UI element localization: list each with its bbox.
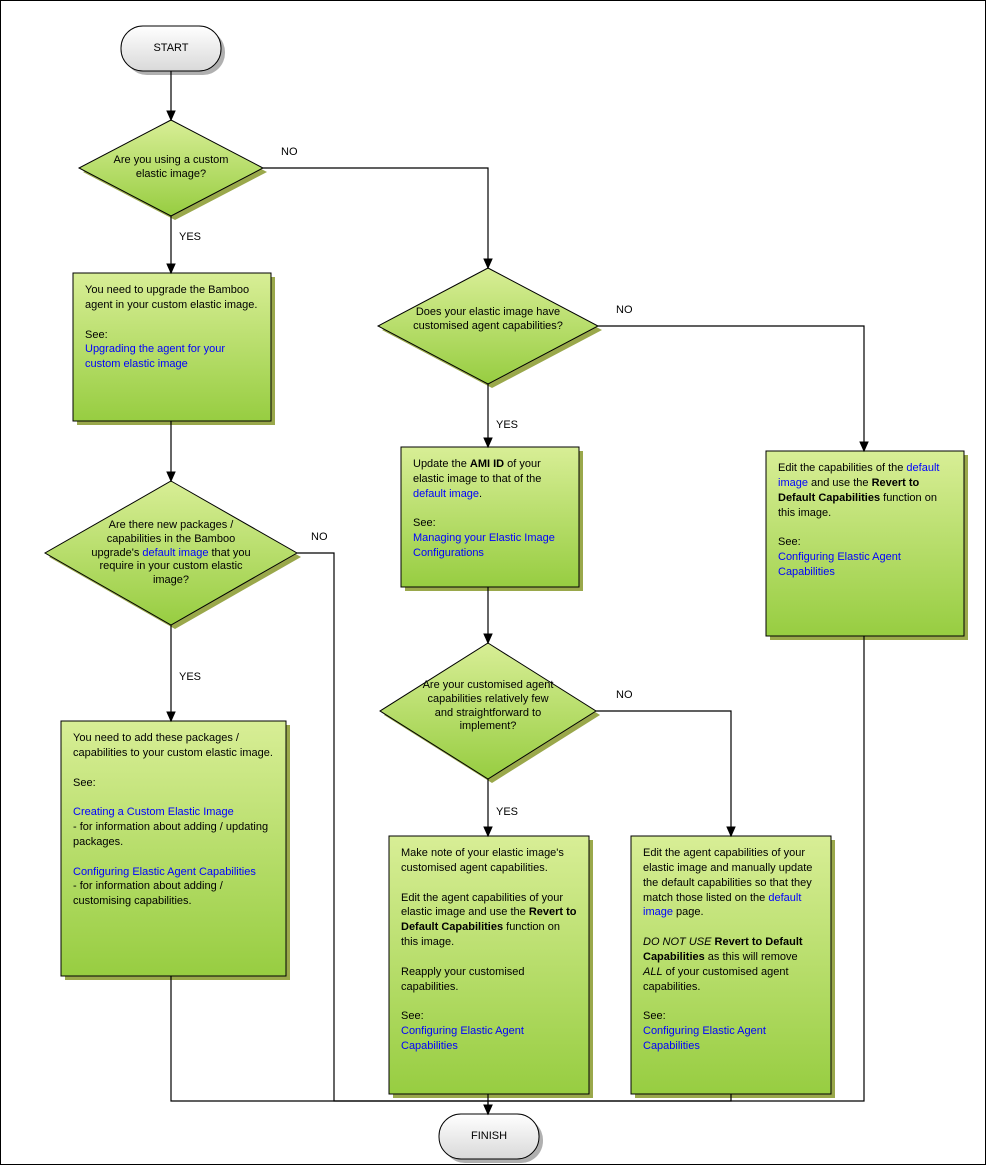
- label-d4-yes: YES: [496, 806, 518, 818]
- decision-customised-caps: Does your elastic image have customised …: [413, 306, 563, 334]
- label-d2-no: NO: [311, 531, 328, 543]
- process-update-ami: Update the AMI ID of your elastic image …: [401, 447, 579, 587]
- decision-custom-image: Are you using a custom elastic image?: [109, 154, 233, 182]
- decision-few-caps: Are your customised agent capabilities r…: [421, 679, 555, 734]
- label-d3-yes: YES: [496, 419, 518, 431]
- flowchart-canvas: START FINISH Are you using a custom elas…: [0, 0, 986, 1165]
- decision-new-packages: Are there new packages / capabilities in…: [91, 519, 251, 588]
- label-d3-no: NO: [616, 304, 633, 316]
- label-d1-no: NO: [281, 146, 298, 158]
- label-d2-yes: YES: [179, 671, 201, 683]
- process-add-packages: You need to add these packages / capabil…: [61, 721, 286, 976]
- label-d4-no: NO: [616, 689, 633, 701]
- process-edit-default-caps: Edit the capabilities of the default ima…: [766, 451, 964, 636]
- process-manual-update: Edit the agent capabilities of your elas…: [631, 836, 831, 1094]
- label-d1-yes: YES: [179, 231, 201, 243]
- finish-terminator: FINISH: [439, 1130, 539, 1142]
- process-revert-reapply: Make note of your elastic image's custom…: [389, 836, 589, 1094]
- process-upgrade-agent: You need to upgrade the Bamboo agent in …: [73, 273, 271, 421]
- start-terminator: START: [121, 42, 221, 54]
